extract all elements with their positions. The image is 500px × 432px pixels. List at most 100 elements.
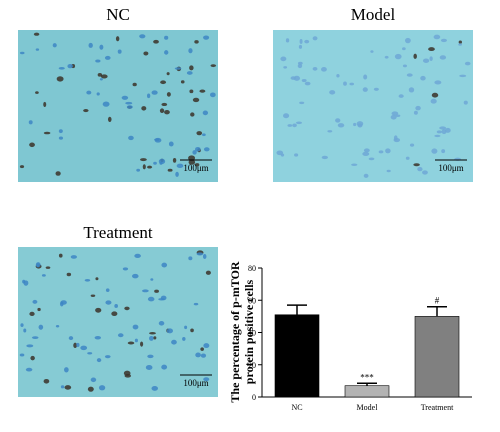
cell [43, 101, 47, 108]
cell [202, 253, 207, 259]
cell [429, 56, 433, 61]
cell [122, 267, 129, 271]
cell [35, 262, 41, 268]
cell [327, 130, 333, 133]
cell [90, 377, 97, 383]
cell [99, 44, 104, 50]
cell [139, 34, 146, 39]
cell [458, 43, 462, 46]
cell [202, 133, 206, 137]
cell [58, 136, 64, 140]
cell [28, 120, 33, 125]
micrograph [273, 30, 473, 182]
cell [141, 106, 147, 111]
cell [188, 48, 193, 54]
cell [203, 35, 210, 40]
cell [164, 110, 170, 115]
cell [142, 164, 146, 170]
cell [196, 252, 204, 256]
cell [31, 336, 39, 340]
cell [58, 129, 63, 134]
cell [353, 122, 357, 127]
cell [203, 377, 210, 382]
cell [295, 121, 302, 125]
cell [194, 40, 199, 44]
cell [35, 48, 40, 51]
cell [128, 135, 134, 141]
cell [356, 121, 364, 127]
scale-bar-label: 100μm [438, 163, 463, 173]
bar [274, 314, 320, 398]
cell [439, 126, 447, 130]
cell [351, 163, 358, 166]
cell [100, 74, 108, 79]
cell [123, 370, 131, 376]
cell [200, 353, 207, 358]
cell [32, 299, 38, 304]
cell [434, 80, 442, 85]
cell [164, 50, 169, 55]
cell [102, 101, 110, 107]
cell [60, 300, 67, 305]
cell [433, 34, 441, 40]
cell [398, 94, 404, 98]
cell [90, 294, 96, 297]
cell [283, 113, 290, 119]
cell [96, 92, 100, 96]
scale-bar-label: 100μm [183, 378, 208, 388]
cell [428, 47, 435, 52]
cell [99, 78, 103, 81]
y-tick-label: 40 [248, 329, 256, 338]
cell [66, 272, 72, 277]
cell [127, 341, 135, 345]
cell [180, 80, 185, 84]
cell [280, 56, 287, 62]
cell [166, 328, 173, 334]
cell [363, 173, 369, 178]
cell [434, 134, 441, 138]
cell [143, 51, 149, 56]
cell [209, 92, 216, 98]
cell [188, 155, 196, 161]
cell [80, 345, 88, 351]
y-tick-label: 60 [248, 296, 256, 305]
cell [393, 135, 398, 141]
cell [105, 300, 112, 305]
cell [96, 358, 102, 363]
cell [283, 66, 288, 69]
cell [285, 38, 290, 43]
cell [415, 105, 421, 111]
cell [160, 295, 167, 301]
cell [349, 82, 355, 86]
cell [167, 168, 173, 172]
cell [395, 114, 401, 117]
cell [114, 304, 118, 308]
cell [60, 385, 65, 389]
y-axis-label: The percentage of p-mTOR [228, 261, 242, 403]
cell [37, 307, 41, 312]
cell [166, 72, 170, 76]
cell [107, 116, 112, 122]
cell [391, 111, 399, 116]
cell [58, 253, 63, 258]
cell [58, 66, 65, 70]
cell [171, 339, 177, 345]
cell [95, 307, 102, 313]
cell [104, 355, 111, 359]
cell [174, 67, 182, 70]
cell [158, 158, 166, 165]
cell [147, 165, 153, 169]
cell [312, 67, 318, 71]
cell [436, 130, 442, 134]
cell [362, 87, 368, 92]
cell [413, 110, 418, 115]
cell [321, 155, 328, 160]
cell [301, 78, 307, 83]
cell [200, 347, 204, 351]
cell [104, 55, 111, 60]
cell [56, 76, 64, 82]
cell [136, 168, 141, 172]
cell [43, 379, 50, 384]
cell [195, 352, 201, 358]
